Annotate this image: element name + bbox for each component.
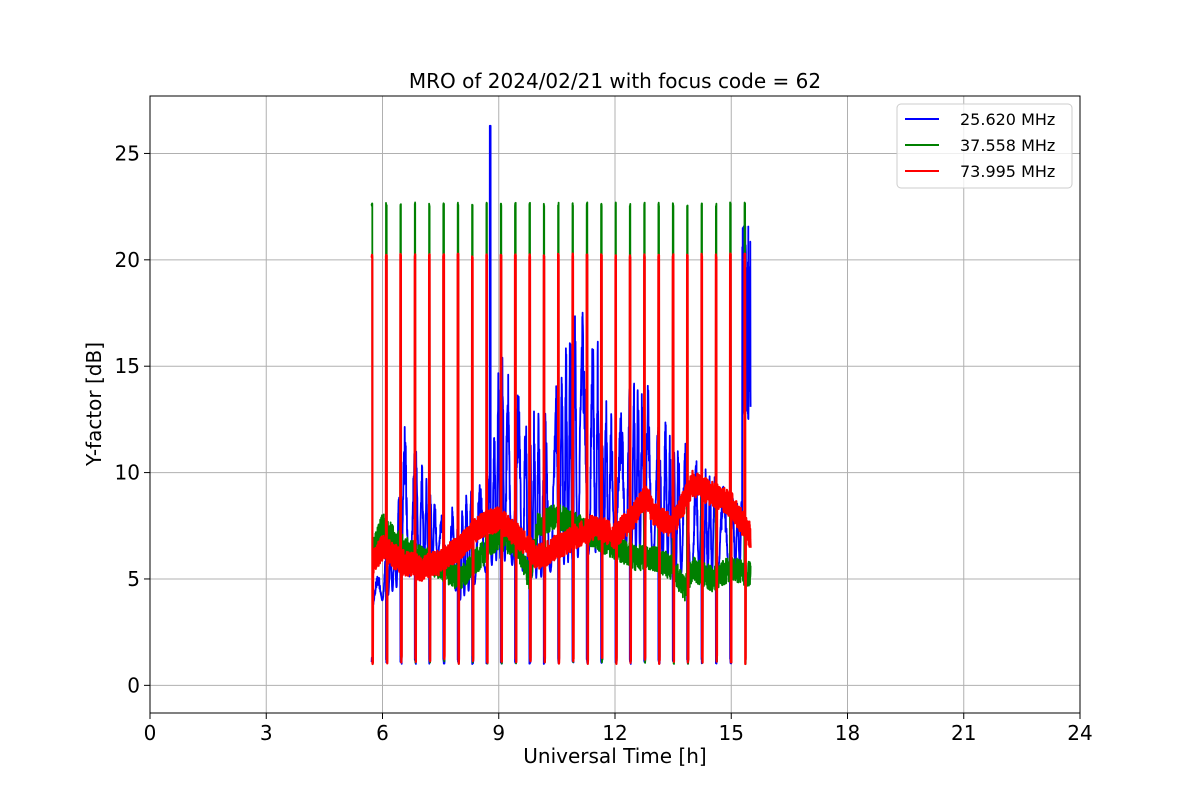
x-tick-label: 3 xyxy=(260,721,273,745)
legend: 25.620 MHz 37.558 MHz 73.995 MHz xyxy=(896,103,1073,189)
x-axis-label: Universal Time [h] xyxy=(523,744,706,768)
x-tick-label: 18 xyxy=(835,721,860,745)
series-line-73-995-mhz xyxy=(370,252,752,666)
series-layer xyxy=(370,124,752,666)
x-tick-label: 12 xyxy=(602,721,627,745)
x-tick-label: 6 xyxy=(376,721,389,745)
y-tick-label: 25 xyxy=(115,141,140,165)
x-tick-label: 15 xyxy=(719,721,744,745)
y-axis-label: Y-factor [dB] xyxy=(82,342,106,467)
chart-title: MRO of 2024/02/21 with focus code = 62 xyxy=(409,69,821,93)
legend-box xyxy=(896,103,1073,189)
legend-label: 37.558 MHz xyxy=(960,136,1055,155)
legend-label: 25.620 MHz xyxy=(960,110,1055,129)
y-tick-label: 10 xyxy=(115,461,140,485)
x-tick-label: 21 xyxy=(951,721,976,745)
y-tick-label: 5 xyxy=(127,567,140,591)
x-tick-label: 9 xyxy=(492,721,505,745)
x-tick-label: 24 xyxy=(1067,721,1092,745)
y-tick-label: 20 xyxy=(115,248,140,272)
tick-layer: 0 3 6 9 12 15 18 21 24 0 5 10 15 20 25 xyxy=(115,141,1093,745)
y-tick-label: 0 xyxy=(127,673,140,697)
x-tick-label: 0 xyxy=(144,721,157,745)
y-tick-label: 15 xyxy=(115,354,140,378)
legend-label: 73.995 MHz xyxy=(960,162,1055,181)
